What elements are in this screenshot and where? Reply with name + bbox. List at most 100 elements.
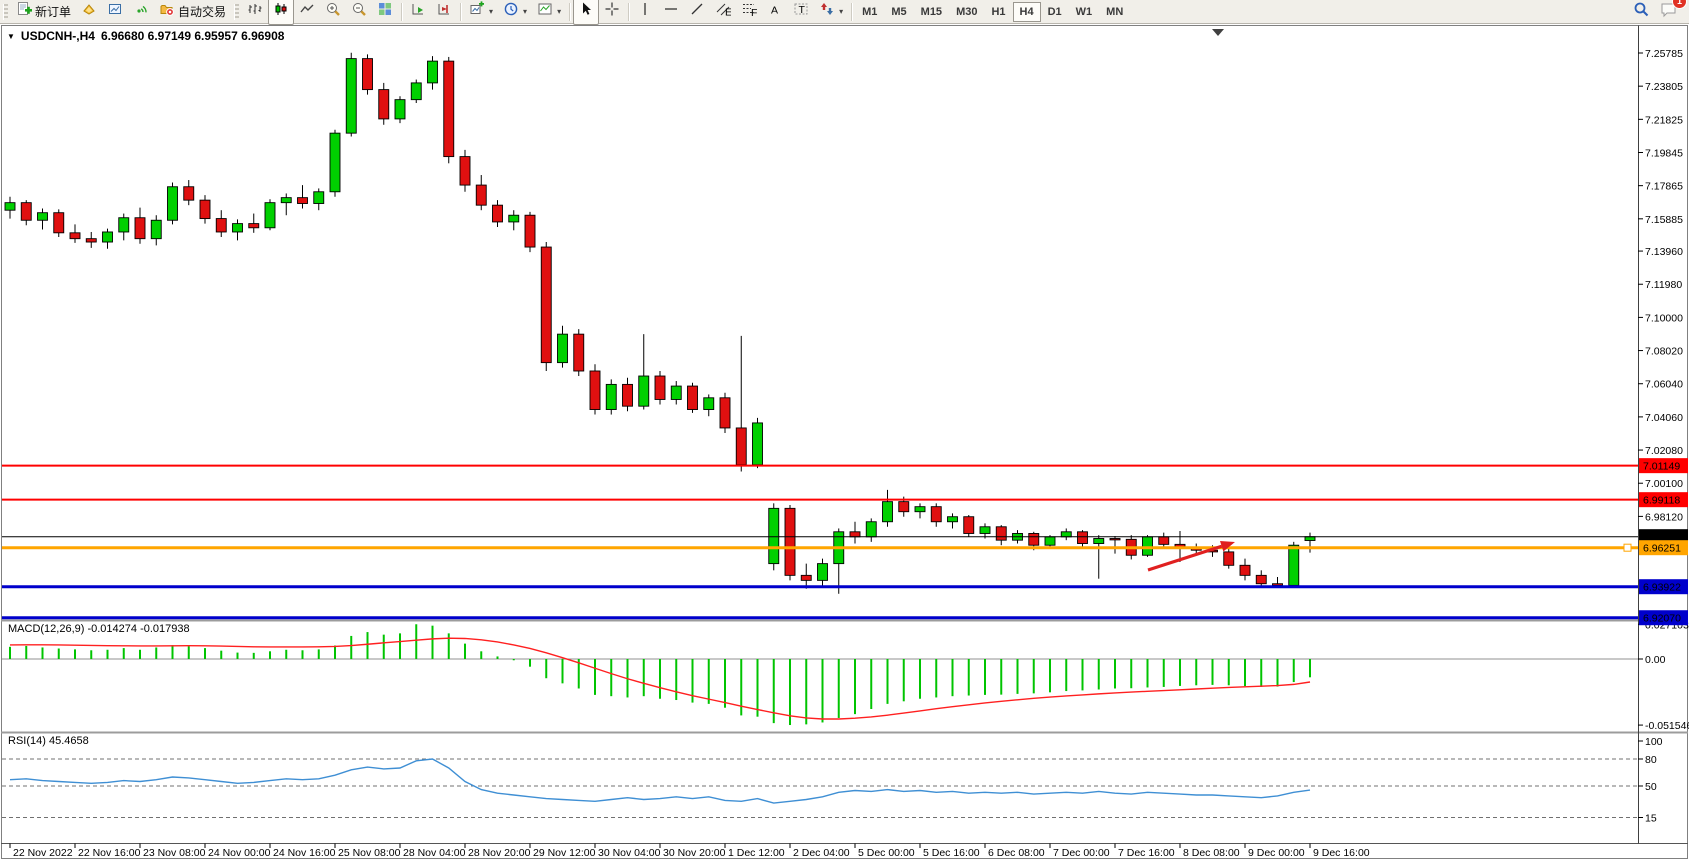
svg-text:7.17865: 7.17865 [1645, 181, 1683, 193]
toolbar-grip[interactable] [234, 3, 240, 20]
text-button[interactable]: A [762, 0, 788, 25]
chevron-down-icon: ▾ [523, 7, 528, 16]
new-order-button[interactable]: 新订单 [11, 0, 76, 25]
svg-text:7.25785: 7.25785 [1645, 48, 1683, 60]
svg-text:7.11980: 7.11980 [1645, 279, 1682, 291]
fibonacci-button[interactable]: F [736, 0, 762, 25]
toolbar-grip[interactable] [3, 3, 8, 20]
chart-shift-button[interactable] [431, 0, 457, 25]
line-chart-icon [299, 1, 315, 22]
timeframe-w1[interactable]: W1 [1075, 5, 1093, 18]
text-icon: A [767, 1, 783, 22]
timeframe-m15[interactable]: M15 [920, 5, 943, 18]
candlestick-chart-button[interactable] [268, 0, 295, 25]
crosshair-button[interactable] [599, 0, 625, 25]
vertical-line-button[interactable] [632, 0, 658, 25]
signal-button[interactable] [128, 0, 154, 25]
timeframe-mn[interactable]: MN [1106, 5, 1124, 18]
auto-trading-button[interactable]: 自动交易 [154, 0, 231, 25]
svg-text:50: 50 [1645, 781, 1657, 793]
svg-text:6.93922: 6.93922 [1643, 582, 1681, 594]
toolbar-separator [851, 2, 853, 21]
new-chart-icon [469, 1, 485, 22]
auto-scroll-button[interactable] [405, 0, 431, 25]
one-click-trading-toggle-icon[interactable]: ▼ [7, 31, 15, 41]
cursor-button[interactable] [573, 0, 600, 25]
macd-indicator-label: MACD(12,26,9) -0.014274 -0.017938 [8, 623, 190, 635]
tile-windows-icon [377, 1, 393, 22]
svg-text:29 Nov 12:00: 29 Nov 12:00 [533, 847, 596, 859]
bar-chart-button[interactable] [242, 0, 268, 25]
arrows-button[interactable]: ▾ [814, 0, 848, 25]
new-order-label: 新订单 [35, 5, 72, 19]
horizontal-line-button[interactable] [658, 0, 684, 25]
arrows-icon [819, 1, 835, 22]
svg-text:22 Nov 16:00: 22 Nov 16:00 [78, 847, 141, 859]
chart-window-button[interactable] [102, 0, 128, 25]
svg-text:1 Dec 12:00: 1 Dec 12:00 [728, 847, 785, 859]
clock-icon [503, 1, 519, 22]
candlestick-chart-icon [273, 1, 289, 22]
text-label-button[interactable]: T [788, 0, 814, 25]
svg-text:80: 80 [1645, 754, 1657, 766]
svg-text:9 Dec 16:00: 9 Dec 16:00 [1313, 847, 1370, 859]
svg-text:7.04060: 7.04060 [1645, 412, 1683, 424]
signal-icon [133, 1, 149, 22]
svg-text:6.99118: 6.99118 [1643, 495, 1680, 507]
zoom-in-button[interactable] [320, 0, 346, 25]
new-order-icon [16, 1, 32, 22]
gold-button[interactable] [76, 0, 102, 25]
svg-text:7 Dec 00:00: 7 Dec 00:00 [1053, 847, 1110, 859]
svg-text:-0.051546: -0.051546 [1645, 720, 1689, 732]
svg-text:7.13960: 7.13960 [1645, 246, 1683, 258]
svg-text:5 Dec 16:00: 5 Dec 16:00 [923, 847, 980, 859]
svg-text:7.06040: 7.06040 [1645, 379, 1683, 391]
horizontal-line-icon [663, 1, 679, 22]
equidistant-channel-button[interactable]: E [710, 0, 736, 25]
text-label-icon: T [793, 1, 809, 22]
toolbar-separator [401, 2, 403, 21]
toolbar-separator [460, 2, 462, 21]
svg-text:7.19845: 7.19845 [1645, 147, 1683, 159]
svg-text:8 Dec 08:00: 8 Dec 08:00 [1183, 847, 1240, 859]
zoom-out-button[interactable] [346, 0, 372, 25]
search-button[interactable] [1628, 0, 1655, 26]
timeframe-m1[interactable]: M1 [862, 5, 878, 18]
periods-button[interactable]: ▾ [498, 0, 532, 25]
svg-text:6.92070: 6.92070 [1643, 613, 1681, 625]
svg-text:15: 15 [1645, 813, 1657, 825]
timeframe-m5[interactable]: M5 [891, 5, 907, 18]
tile-windows-button[interactable] [372, 0, 398, 25]
new-chart-button[interactable]: ▾ [464, 0, 498, 25]
svg-text:F: F [751, 7, 757, 17]
svg-text:7.23805: 7.23805 [1645, 81, 1683, 93]
svg-text:7.00100: 7.00100 [1645, 478, 1683, 490]
line-chart-button[interactable] [294, 0, 320, 25]
notifications-button[interactable]: 1 [1655, 0, 1687, 26]
svg-text:7.08020: 7.08020 [1645, 346, 1683, 358]
timeframe-m30[interactable]: M30 [956, 5, 978, 18]
svg-text:28 Nov 20:00: 28 Nov 20:00 [468, 847, 531, 859]
svg-text:24 Nov 00:00: 24 Nov 00:00 [208, 847, 271, 859]
svg-text:2 Dec 04:00: 2 Dec 04:00 [793, 847, 850, 859]
auto-trading-icon [159, 1, 175, 22]
auto-scroll-icon [410, 1, 426, 22]
timeframe-h1[interactable]: H1 [991, 5, 1006, 18]
svg-text:24 Nov 16:00: 24 Nov 16:00 [273, 847, 336, 859]
trendline-button[interactable] [684, 0, 710, 25]
svg-text:0.00: 0.00 [1645, 654, 1666, 666]
svg-text:25 Nov 08:00: 25 Nov 08:00 [338, 847, 401, 859]
templates-button[interactable]: ▾ [532, 0, 566, 25]
crosshair-icon [604, 1, 620, 22]
timeframe-d1[interactable]: D1 [1047, 5, 1062, 18]
timeframe-h4[interactable]: H4 [1012, 1, 1041, 22]
toolbar-separator [569, 2, 571, 21]
svg-text:7.10000: 7.10000 [1645, 312, 1683, 324]
svg-text:A: A [771, 5, 778, 17]
svg-text:7.21825: 7.21825 [1645, 114, 1683, 126]
svg-text:22 Nov 2022: 22 Nov 2022 [13, 847, 73, 859]
svg-text:9 Dec 00:00: 9 Dec 00:00 [1248, 847, 1305, 859]
chart-window-icon [107, 1, 123, 22]
